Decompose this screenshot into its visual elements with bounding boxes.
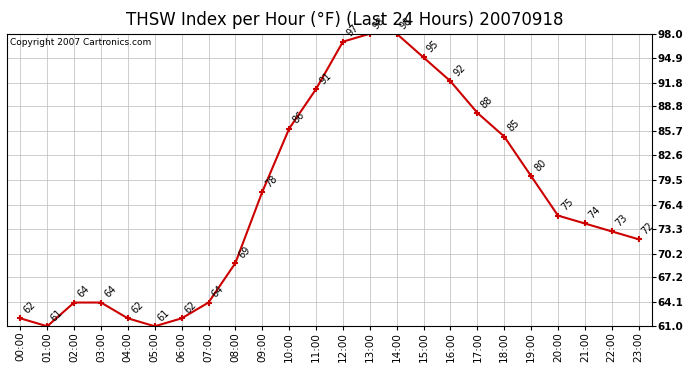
Text: 73: 73 — [613, 213, 629, 229]
Text: 98: 98 — [398, 15, 414, 31]
Text: 61: 61 — [156, 308, 172, 324]
Text: 64: 64 — [210, 284, 226, 300]
Text: 91: 91 — [317, 70, 333, 86]
Text: 74: 74 — [586, 205, 602, 221]
Text: 75: 75 — [560, 197, 575, 213]
Text: 85: 85 — [506, 118, 522, 134]
Text: Copyright 2007 Cartronics.com: Copyright 2007 Cartronics.com — [10, 38, 151, 47]
Text: 62: 62 — [183, 300, 199, 316]
Text: 62: 62 — [129, 300, 145, 316]
Text: 95: 95 — [425, 39, 441, 55]
Text: 62: 62 — [21, 300, 37, 316]
Text: THSW Index per Hour (°F) (Last 24 Hours) 20070918: THSW Index per Hour (°F) (Last 24 Hours)… — [126, 11, 564, 29]
Text: 72: 72 — [640, 220, 656, 237]
Text: 61: 61 — [48, 308, 64, 324]
Text: 92: 92 — [452, 63, 468, 78]
Text: 78: 78 — [264, 173, 279, 189]
Text: 88: 88 — [479, 94, 495, 110]
Text: 69: 69 — [237, 244, 253, 260]
Text: 98: 98 — [371, 15, 387, 31]
Text: 80: 80 — [533, 158, 549, 173]
Text: 86: 86 — [290, 110, 306, 126]
Text: 64: 64 — [102, 284, 118, 300]
Text: 97: 97 — [344, 23, 360, 39]
Text: 64: 64 — [75, 284, 91, 300]
